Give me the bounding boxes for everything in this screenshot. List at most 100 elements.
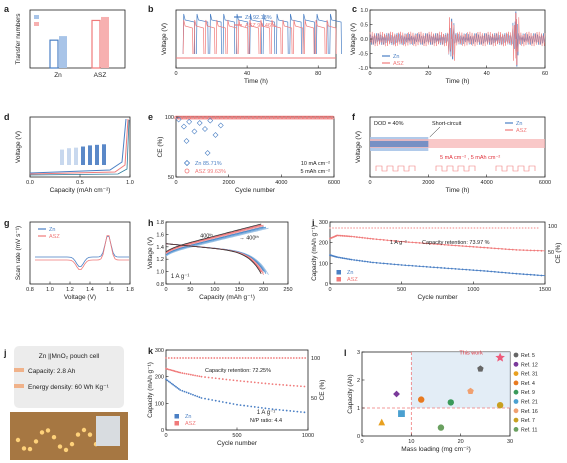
ce-point-asz <box>183 115 188 120</box>
x-tick-label: 0 <box>368 180 371 186</box>
capacity-point <box>176 370 179 373</box>
capacity-point <box>221 378 224 380</box>
ref-point <box>447 399 454 406</box>
y-tick-label: 300 <box>319 220 328 226</box>
x-tick-label: 0.8 <box>26 287 34 293</box>
ce-point <box>389 227 392 229</box>
led-light <box>39 430 45 435</box>
ce-point <box>446 227 449 229</box>
x-axis-label: Capacity (mAh cm⁻²) <box>50 187 111 194</box>
voltage-cycle <box>326 19 337 55</box>
y-tick-label: 100 <box>155 401 164 407</box>
y-tick-label: 0 <box>325 282 328 288</box>
ce-point-asz <box>284 115 289 120</box>
ce-point <box>473 227 476 229</box>
ce-point <box>482 227 485 229</box>
capacity-point <box>246 380 249 383</box>
ce-point-asz <box>255 115 260 120</box>
ce-point-asz <box>195 115 199 120</box>
y-tick-label: 0.5 <box>360 23 368 29</box>
plot-frame <box>29 221 131 285</box>
ce-point-asz <box>278 115 282 120</box>
capacity-point <box>250 381 253 383</box>
ce-point <box>341 227 343 229</box>
legend-label: Ref. 9 <box>521 390 535 396</box>
annotation: Short-circuit <box>432 121 462 127</box>
panel-label: a <box>4 4 10 14</box>
y-tick-label: 0.0 <box>360 37 368 43</box>
capacity-point <box>282 409 285 412</box>
panel-label: e <box>148 112 153 122</box>
y-axis-label: Capacity (Ah) <box>347 374 354 413</box>
capacity-point <box>177 371 180 374</box>
voltage-cycle <box>316 13 329 55</box>
ce-point-asz <box>222 115 227 120</box>
charge-curve <box>165 227 269 257</box>
ce-point <box>193 357 196 359</box>
capacity-point <box>169 381 172 384</box>
ce-point-asz <box>291 115 295 120</box>
capacity-point <box>239 404 242 407</box>
led-light <box>69 441 75 447</box>
x-tick-label: 1000 <box>467 287 479 293</box>
ce-point <box>216 357 219 359</box>
capacity-point <box>170 369 173 372</box>
ce-point <box>407 227 410 229</box>
ce-point <box>518 227 521 229</box>
panel-d: d 0.0 0.5 1.0 Capacity (mAh cm⁻²) Voltage (V) <box>4 112 134 194</box>
capacity-point <box>218 400 221 403</box>
inset-bar <box>67 148 71 165</box>
capacity-point <box>176 386 179 389</box>
ce-point <box>401 227 404 229</box>
panel-label: b <box>148 4 154 14</box>
capacity-point <box>303 411 306 414</box>
capacity-point <box>165 378 167 381</box>
x-axis-label: Capacity (mAh g⁻¹) <box>199 294 255 301</box>
legend-label: Zn <box>347 270 353 276</box>
inset-bar <box>88 145 92 165</box>
led-light <box>15 437 21 443</box>
ce-point-asz <box>200 115 205 120</box>
legend-label: ASZ <box>347 277 358 283</box>
ref-point <box>418 396 425 403</box>
ce-point-asz <box>225 115 230 120</box>
ce-point <box>461 227 464 229</box>
y2-axis-label: CE (%) <box>555 243 562 264</box>
ce-point-asz <box>224 115 228 120</box>
ce-point <box>224 357 227 359</box>
panel-l: l This work Ref. 5 Ref. 12 Ref. 31 Ref. 4 Ref.… <box>344 348 538 453</box>
capacity-point <box>300 411 302 413</box>
ce-point <box>278 357 281 359</box>
y2-tick-label: 100 <box>311 356 320 362</box>
capacity-point <box>257 381 260 384</box>
x-tick-label: 1.0 <box>46 287 54 293</box>
x-tick-label: 100 <box>210 287 219 293</box>
ce-point-asz <box>199 115 203 120</box>
ce-point <box>267 357 270 359</box>
capacity-point <box>278 383 281 386</box>
ce-point-asz <box>253 115 257 120</box>
voltage-cycle <box>248 19 260 55</box>
legend-label: Ref. 31 <box>521 372 538 378</box>
ce-point-asz <box>275 115 280 120</box>
led-light <box>87 432 93 437</box>
plot-frame <box>175 116 335 178</box>
capacity-point <box>175 385 177 388</box>
ce-point-zn <box>180 123 187 130</box>
ce-point-asz <box>212 115 216 120</box>
capacity-point <box>187 373 190 376</box>
ce-point <box>338 227 340 229</box>
ce-point <box>386 227 389 229</box>
x-tick-label: 0 <box>164 287 167 293</box>
led-light <box>57 444 63 449</box>
ce-point <box>335 227 337 229</box>
capacity-point <box>246 405 249 407</box>
capacity-point <box>243 404 246 407</box>
panel-label: f <box>352 112 356 122</box>
ce-point <box>281 357 284 359</box>
ce-point-asz <box>304 115 309 120</box>
ce-point-zn <box>183 138 190 144</box>
ce-point-asz <box>279 115 284 120</box>
